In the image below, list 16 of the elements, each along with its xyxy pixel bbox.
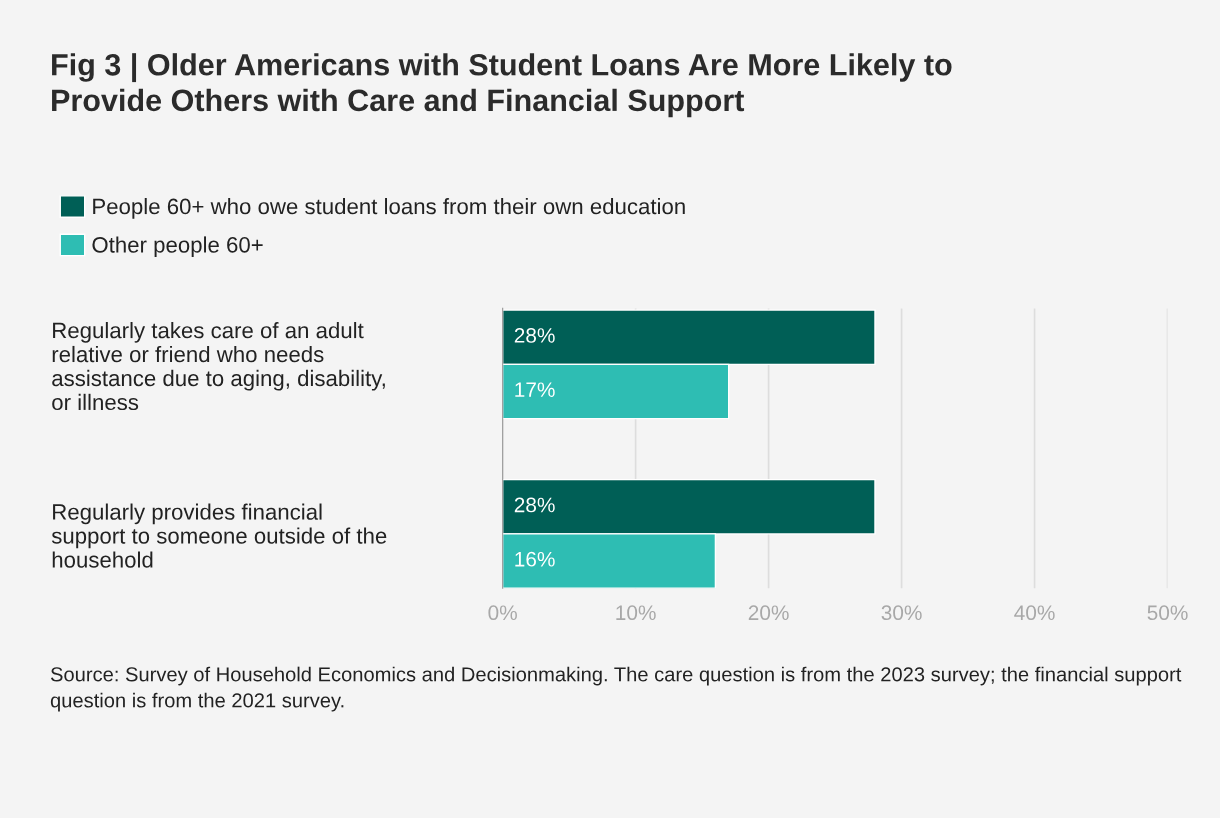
x-tick-label: 0% <box>488 605 517 621</box>
legend-label: Other people 60+ <box>92 236 263 258</box>
y-tick-label: Regularly provides financial support to someone outside of the household <box>51 503 387 568</box>
source-note: Source: Survey of Household Economics and Decisionmaking. The care question is from the 2023 survey; the financial support question is from the 2021 survey. <box>50 666 1182 712</box>
legend-label: People 60+ who owe student loans from their own education <box>93 197 685 219</box>
data-label: 17% <box>515 382 555 397</box>
x-tick-label: 20% <box>748 605 789 621</box>
x-tick-label: 30% <box>881 605 922 621</box>
y-tick-label: Regularly takes care of an adult relative or friend who needs assistance due to aging, disability, or illness <box>52 321 385 411</box>
data-label: 28% <box>514 497 555 513</box>
data-label: 28% <box>514 328 555 343</box>
x-tick-label: 50% <box>1147 605 1188 621</box>
chart-title: Fig 3 | Older Americans with Student Loans Are More Likely to Provide Others with Care and Financial Support <box>52 53 952 118</box>
x-tick-label: 40% <box>1014 605 1055 621</box>
data-label: 16% <box>515 551 555 567</box>
x-tick-label: 10% <box>616 605 656 621</box>
